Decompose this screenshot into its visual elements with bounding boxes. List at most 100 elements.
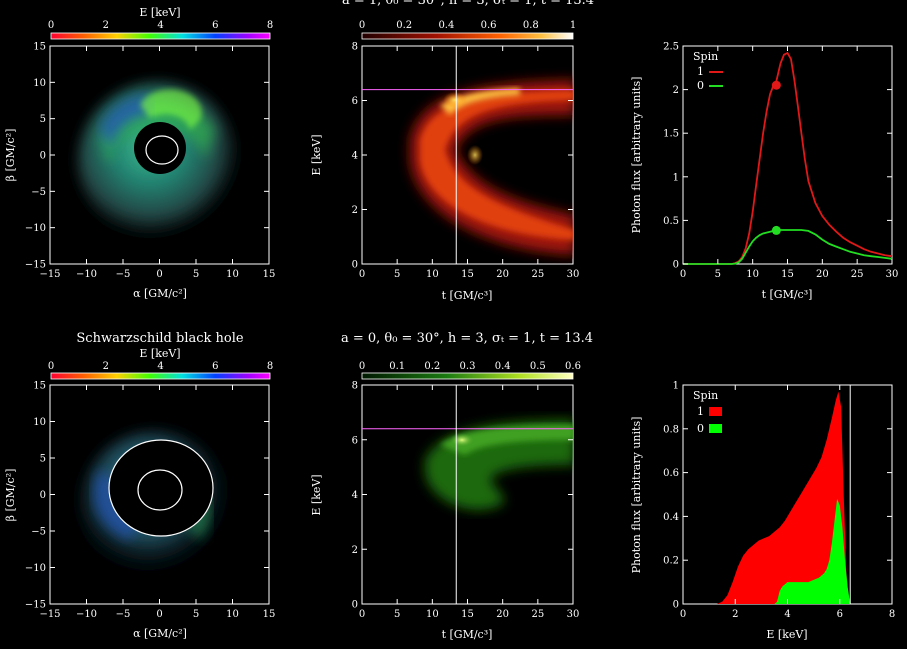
bottom-left-ytick-label: −5 — [31, 527, 46, 538]
bottom-right-ytick-label: 0.2 — [663, 556, 679, 567]
bottom-middle-ytick-label: 2 — [352, 545, 358, 556]
top-left-disk-image — [78, 82, 238, 242]
top-middle-colorbar-tick-label: 1 — [570, 20, 576, 31]
top-middle-colorbar-ticks: 0 0.2 0.4 0.6 0.8 1 — [359, 20, 576, 31]
bottom-middle-ytick-label: 6 — [352, 435, 358, 446]
top-middle-xtick-label: 10 — [426, 269, 439, 280]
bottom-right-ytick-label: 0.6 — [663, 468, 679, 479]
bottom-middle-colorbar-tick-label: 0.3 — [460, 361, 476, 372]
lightcurve-marker-spin-0 — [771, 225, 781, 235]
top-right-xtick-label: 25 — [851, 269, 864, 280]
bottom-middle-ytick-label: 4 — [352, 490, 358, 501]
bottom-left-ytick-label: 0 — [40, 490, 46, 501]
bottom-right-legend-swatch-1 — [709, 407, 722, 416]
bottom-right-xtick-label: 2 — [732, 609, 738, 620]
top-middle-colorbar-tick-label: 0.8 — [523, 20, 539, 31]
top-right-xtick-label: 10 — [746, 269, 759, 280]
bottom-middle-xtick-label: 0 — [359, 609, 365, 620]
top-left-colorbar-tick-label: 4 — [157, 20, 163, 31]
bottom-middle-xtick-label: 30 — [567, 609, 580, 620]
top-right-legend-entry-1: 1 — [697, 65, 704, 78]
bottom-left-disk-image — [80, 430, 230, 580]
bottom-middle-colorbar-tick-label: 0.6 — [565, 361, 581, 372]
bottom-right-xtick-label: 6 — [837, 609, 843, 620]
top-right-xlabel: t [GM/c³] — [762, 288, 813, 301]
bottom-middle-colorbar-ticks: 0 0.1 0.2 0.3 0.4 0.5 0.6 — [359, 361, 581, 372]
top-middle-colorbar — [361, 32, 574, 40]
bottom-middle-colorbar-tick-label: 0.1 — [389, 361, 405, 372]
bottom-right-xtick-label: 8 — [889, 609, 895, 620]
top-left-xtick-label: 15 — [263, 269, 276, 280]
bottom-right-legend-swatch-0 — [709, 424, 722, 433]
top-right-xtick-label: 20 — [816, 269, 829, 280]
top-left-xtick-label: −5 — [116, 269, 131, 280]
top-right-xtick-label: 5 — [715, 269, 721, 280]
top-left-colorbar-tick-label: 8 — [267, 20, 273, 31]
bottom-left-colorbar-tick-label: 6 — [212, 361, 218, 372]
top-middle-colorbar-tick-label: 0 — [359, 20, 365, 31]
bottom-right-ylabel: Photon flux [arbitrary units] — [630, 417, 643, 574]
top-middle-ytick-label: 8 — [352, 42, 358, 53]
bottom-left-colorbar-label: E [keV] — [139, 347, 180, 360]
bottom-middle-panel: a = 0, θ₀ = 30°, h = 3, σₜ = 1, t = 13.4… — [310, 331, 593, 641]
top-left-xtick-label: −15 — [39, 269, 60, 280]
bottom-left-colorbar-tick-label: 4 — [157, 361, 163, 372]
bottom-middle-title: a = 0, θ₀ = 30°, h = 3, σₜ = 1, t = 13.4 — [341, 331, 593, 346]
bottom-middle-xtick-label: 15 — [461, 609, 474, 620]
top-right-legend-entry-0: 0 — [697, 79, 704, 92]
bottom-middle-xtick-label: 10 — [426, 609, 439, 620]
top-right-legend-title: Spin — [693, 50, 718, 63]
top-left-colorbar — [50, 32, 271, 40]
bottom-left-colorbar — [50, 372, 271, 380]
bottom-right-xtick-label: 4 — [784, 609, 790, 620]
top-left-xtick-label: 10 — [226, 269, 239, 280]
bottom-left-ytick-label: −10 — [25, 563, 46, 574]
top-right-xtick-label: 15 — [781, 269, 794, 280]
top-middle-ytick-label: 0 — [352, 260, 358, 271]
bottom-left-xtick-label: 10 — [226, 609, 239, 620]
bottom-left-xtick-label: −15 — [39, 609, 60, 620]
bottom-right-ytick-label: 1 — [673, 381, 679, 392]
lightcurve-marker-spin-1 — [771, 80, 781, 90]
bottom-left-xtick-label: 5 — [193, 609, 199, 620]
top-right-ytick-label: 1.5 — [663, 129, 679, 140]
top-right-panel: 0 5 10 15 20 25 30 0 0.5 1 1.5 2 2.5 Spin 1 0 t [GM/… — [630, 42, 898, 302]
top-middle-ytick-label: 4 — [352, 151, 358, 162]
top-left-colorbar-tick-label: 0 — [48, 20, 54, 31]
bottom-middle-axis-ticks: 0 5 10 15 20 25 30 0 2 4 6 8 — [352, 381, 580, 621]
top-left-xtick-label: 5 — [193, 269, 199, 280]
bottom-right-panel: 0 2 4 6 8 0 0.2 0.4 0.6 0.8 1 Spin 1 0 E [keV] Pho… — [630, 381, 895, 642]
top-left-colorbar-tick-label: 2 — [103, 20, 109, 31]
bottom-left-xtick-label: 0 — [156, 609, 162, 620]
bottom-right-xlabel: E [keV] — [766, 628, 807, 641]
top-middle-colorbar-tick-label: 0.2 — [396, 20, 412, 31]
top-middle-xtick-label: 20 — [496, 269, 509, 280]
bottom-middle-colorbar-tick-label: 0 — [359, 361, 365, 372]
top-middle-ytick-label: 2 — [352, 205, 358, 216]
bottom-middle-xtick-label: 25 — [531, 609, 544, 620]
bottom-right-line-profiles — [717, 385, 851, 604]
bottom-left-xtick-label: 15 — [263, 609, 276, 620]
bottom-right-legend-entry-1: 1 — [697, 405, 704, 418]
bottom-middle-xtick-label: 5 — [394, 609, 400, 620]
bottom-left-colorbar-ticks: 0 2 4 6 8 — [48, 361, 273, 372]
top-left-inner-circle — [145, 135, 179, 165]
bottom-right-ytick-label: 0.4 — [663, 512, 679, 523]
top-middle-xtick-label: 5 — [394, 269, 400, 280]
bottom-middle-ytick-label: 0 — [352, 600, 358, 611]
bottom-middle-ylabel: E [keV] — [310, 474, 323, 515]
top-right-xtick-label: 0 — [680, 269, 686, 280]
line-profile-spin-0 — [774, 498, 851, 604]
top-middle-xtick-label: 30 — [567, 269, 580, 280]
top-right-lightcurves — [683, 51, 893, 265]
top-left-xlabel: α [GM/c²] — [133, 287, 187, 300]
lightcurve-spin-1 — [683, 51, 893, 265]
bottom-left-xlabel: α [GM/c²] — [133, 627, 187, 640]
bottom-left-ylabel: β [GM/c²] — [4, 469, 17, 522]
bottom-middle-colorbar-tick-label: 0.5 — [530, 361, 546, 372]
top-middle-xlabel: t [GM/c³] — [442, 289, 493, 302]
line-profile-spin-1 — [717, 391, 849, 604]
top-left-ytick-label: 0 — [40, 151, 46, 162]
top-middle-ylabel: E [keV] — [310, 134, 323, 175]
